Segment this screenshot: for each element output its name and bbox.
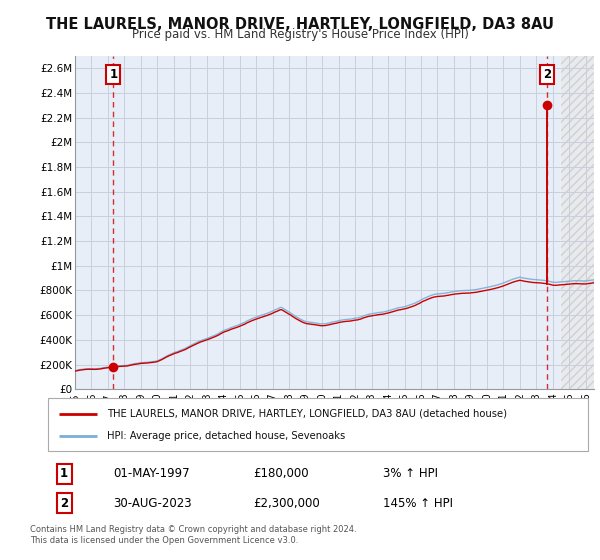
- Text: £180,000: £180,000: [253, 468, 309, 480]
- Text: Price paid vs. HM Land Registry's House Price Index (HPI): Price paid vs. HM Land Registry's House …: [131, 28, 469, 41]
- Text: 3% ↑ HPI: 3% ↑ HPI: [383, 468, 438, 480]
- Text: 30-AUG-2023: 30-AUG-2023: [113, 497, 191, 510]
- Text: THE LAURELS, MANOR DRIVE, HARTLEY, LONGFIELD, DA3 8AU: THE LAURELS, MANOR DRIVE, HARTLEY, LONGF…: [46, 17, 554, 32]
- Bar: [561, 56, 594, 389]
- Text: 2: 2: [60, 497, 68, 510]
- Text: 2: 2: [543, 68, 551, 81]
- Text: 01-MAY-1997: 01-MAY-1997: [113, 468, 190, 480]
- FancyBboxPatch shape: [48, 398, 588, 451]
- Text: £2,300,000: £2,300,000: [253, 497, 320, 510]
- Bar: [561, 56, 594, 389]
- Text: THE LAURELS, MANOR DRIVE, HARTLEY, LONGFIELD, DA3 8AU (detached house): THE LAURELS, MANOR DRIVE, HARTLEY, LONGF…: [107, 409, 508, 418]
- Text: Contains HM Land Registry data © Crown copyright and database right 2024.
This d: Contains HM Land Registry data © Crown c…: [30, 525, 356, 545]
- Text: 145% ↑ HPI: 145% ↑ HPI: [383, 497, 453, 510]
- Text: HPI: Average price, detached house, Sevenoaks: HPI: Average price, detached house, Seve…: [107, 431, 346, 441]
- Text: 1: 1: [60, 468, 68, 480]
- Text: 1: 1: [109, 68, 118, 81]
